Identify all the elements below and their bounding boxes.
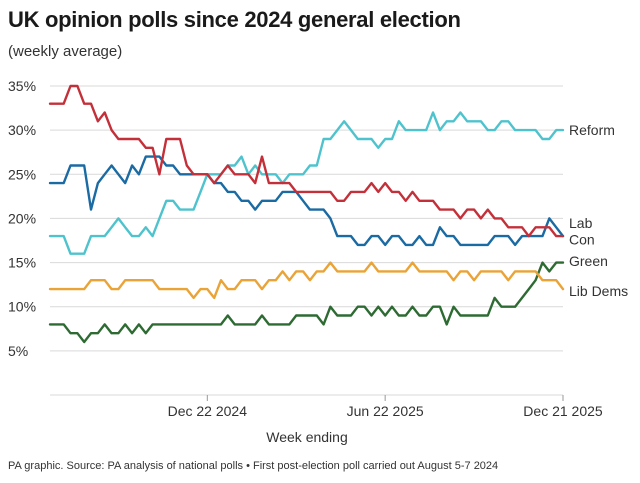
source-footnote: PA graphic. Source: PA analysis of natio… — [8, 460, 499, 472]
chart-subtitle: (weekly average) — [8, 43, 123, 60]
x-tick-label: Dec 21 2025 — [523, 403, 603, 419]
y-tick-label: 35% — [8, 78, 36, 94]
chart-title: UK opinion polls since 2024 general elec… — [8, 7, 461, 32]
x-tick-label: Dec 22 2024 — [168, 403, 248, 419]
legend-label-con: Con — [569, 232, 595, 248]
y-tick-label: 20% — [8, 210, 36, 226]
series-lines — [48, 84, 565, 344]
gridlines — [50, 85, 563, 396]
legend-label-lib-dems: Lib Dems — [569, 283, 628, 299]
series-line-reform — [48, 111, 565, 255]
y-tick-label: 30% — [8, 122, 36, 138]
x-axis-label: Week ending — [266, 429, 347, 445]
y-tick-label: 15% — [8, 255, 36, 271]
y-tick-label: 25% — [8, 166, 36, 182]
x-tick-label: Jun 22 2025 — [347, 403, 424, 419]
legend-label-green: Green — [569, 253, 608, 269]
y-tick-label: 5% — [8, 343, 28, 359]
legend-label-lab: Lab — [569, 215, 593, 231]
series-line-lab — [48, 155, 565, 247]
y-tick-label: 10% — [8, 299, 36, 315]
legend-label-reform: Reform — [569, 122, 615, 138]
y-axis-ticks: 5% 10% 15% 20% 25% 30% 35% — [8, 78, 36, 359]
x-axis-ticks: Dec 22 2024 Jun 22 2025 Dec 21 2025 — [168, 395, 603, 419]
series-line-green — [48, 261, 565, 344]
series-line-lib-dems — [48, 261, 565, 300]
series-line-con — [48, 84, 565, 238]
